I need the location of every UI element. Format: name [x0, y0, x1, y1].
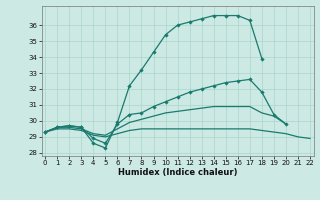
- X-axis label: Humidex (Indice chaleur): Humidex (Indice chaleur): [118, 168, 237, 177]
